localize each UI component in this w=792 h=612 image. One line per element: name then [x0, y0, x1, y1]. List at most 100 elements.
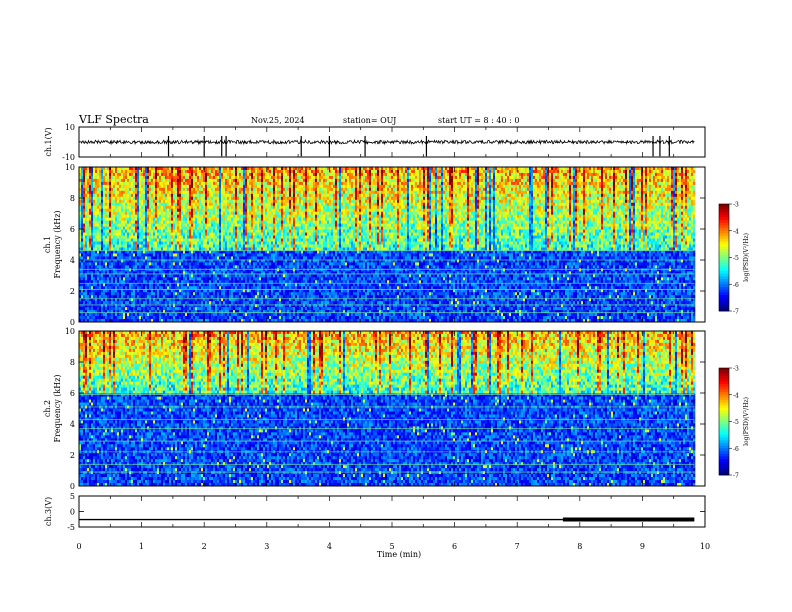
spectrogram-cell	[113, 313, 115, 316]
spectrogram-cell	[109, 218, 111, 221]
spectrogram-cell	[119, 277, 121, 280]
spectrogram-cell	[117, 268, 119, 271]
spectrogram-cell	[129, 316, 131, 319]
spectrogram-cell	[83, 236, 85, 239]
spectrogram-cell	[127, 268, 129, 271]
spectrogram-cell	[89, 194, 91, 197]
spectrogram-cell	[89, 277, 91, 280]
spectrogram-cell	[99, 233, 101, 236]
spectrogram-cell	[117, 316, 119, 319]
spectrogram-cell	[87, 194, 89, 197]
spectrogram-cell	[121, 224, 123, 227]
spectrogram-cell	[131, 286, 133, 289]
spectrogram-cell	[101, 253, 103, 256]
spectrogram-cell	[101, 230, 103, 233]
spectrogram-cell	[129, 212, 131, 215]
spectrogram-cell	[125, 283, 127, 286]
spectrogram-cell	[105, 247, 107, 250]
spectrogram-cell	[85, 283, 87, 286]
spectrogram-cell	[97, 301, 99, 304]
spectrogram-cell	[109, 313, 111, 316]
spectrogram-cell	[109, 239, 111, 242]
spectrogram-cell	[123, 295, 125, 298]
spectrogram-cell	[109, 203, 111, 206]
spectrogram-cell	[89, 295, 91, 298]
spectrogram-cell	[109, 256, 111, 259]
spectrogram-cell	[121, 227, 123, 230]
spectrogram-cell	[113, 247, 115, 250]
spectrogram-cell	[101, 200, 103, 203]
spectrogram-cell	[127, 200, 129, 203]
spectrogram-cell	[113, 194, 115, 197]
spectrogram-cell	[113, 239, 115, 242]
spectrogram-cell	[111, 245, 113, 248]
spectrogram-cell	[105, 268, 107, 271]
spectrogram-cell	[121, 188, 123, 191]
spectrogram-cell	[115, 194, 117, 197]
spectrogram-cell	[89, 203, 91, 206]
spectrogram-cell	[89, 292, 91, 295]
spectrogram-cell	[125, 242, 127, 245]
spectrogram-cell	[107, 191, 109, 194]
spectrogram-cell	[127, 227, 129, 230]
spectrogram-cell	[123, 286, 125, 289]
spectrogram-cell	[97, 230, 99, 233]
spectrogram-cell	[115, 212, 117, 215]
spectrogram-cell	[113, 218, 115, 221]
spectrogram-cell	[95, 209, 97, 212]
spectrogram-cell	[85, 274, 87, 277]
spectrogram-cell	[115, 227, 117, 230]
spectrogram-cell	[109, 194, 111, 197]
spectrogram-cell	[95, 182, 97, 185]
spectrogram-cell	[111, 274, 113, 277]
spectrogram-cell	[123, 256, 125, 259]
spectrogram-cell	[121, 209, 123, 212]
spectrogram-cell	[103, 286, 105, 289]
spectrogram-cell	[119, 286, 121, 289]
spectrogram-cell	[117, 313, 119, 316]
spectrogram-cell	[115, 209, 117, 212]
spectrogram-cell	[119, 218, 121, 221]
spectrogram-cell	[103, 212, 105, 215]
spectrogram-cell	[129, 256, 131, 259]
spectrogram-cell	[89, 268, 91, 271]
spectrogram-cell	[129, 247, 131, 250]
spectrogram-cell	[83, 215, 85, 218]
spectrogram-cell	[129, 239, 131, 242]
spectrogram-cell	[121, 256, 123, 259]
spectrogram-cell	[111, 209, 113, 212]
spectrogram-cell	[117, 245, 119, 248]
spectrogram-cell	[93, 245, 95, 248]
spectrogram-cell	[95, 265, 97, 268]
spectrogram-cell	[111, 206, 113, 209]
spectrogram-cell	[125, 170, 127, 173]
spectrogram-cell	[117, 236, 119, 239]
spectrogram-cell	[115, 313, 117, 316]
spectrogram-cell	[87, 212, 89, 215]
spectrogram-cell	[123, 253, 125, 256]
spectrogram-cell	[105, 203, 107, 206]
spectrogram-cell	[91, 292, 93, 295]
spectrogram-cell	[107, 316, 109, 319]
spectrogram-cell	[93, 274, 95, 277]
spectrogram-cell	[91, 245, 93, 248]
spectrogram-cell	[107, 265, 109, 268]
spectrogram-cell	[117, 212, 119, 215]
spectrogram-cell	[119, 206, 121, 209]
spectrogram-cell	[107, 292, 109, 295]
spectrogram-cell	[115, 307, 117, 310]
spectrogram-cell	[95, 179, 97, 182]
spectrogram-cell	[83, 173, 85, 176]
spectrogram-cell	[131, 283, 133, 286]
spectrogram-cell	[107, 236, 109, 239]
spectrogram-cell	[121, 268, 123, 271]
spectrogram-cell	[105, 262, 107, 265]
spectrogram-cell	[123, 227, 125, 230]
spectrogram-cell	[89, 286, 91, 289]
spectrogram-cell	[99, 236, 101, 239]
spectrogram-cell	[107, 215, 109, 218]
spectrogram-cell	[131, 212, 133, 215]
spectrogram-cell	[111, 230, 113, 233]
spectrogram-cell	[105, 295, 107, 298]
spectrogram-cell	[117, 215, 119, 218]
